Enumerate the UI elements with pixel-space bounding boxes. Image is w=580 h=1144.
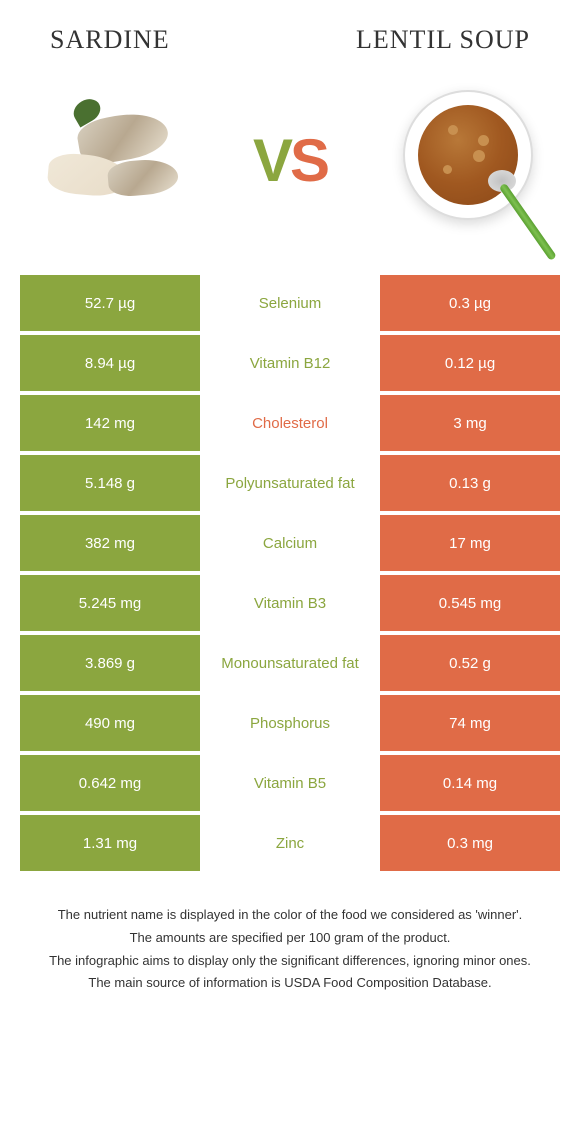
right-value: 0.545 mg [380,575,560,631]
right-value: 74 mg [380,695,560,751]
vs-label: VS [253,126,327,195]
left-value: 52.7 µg [20,275,200,331]
left-value: 5.245 mg [20,575,200,631]
left-value: 142 mg [20,395,200,451]
nutrient-table: 52.7 µgSelenium0.3 µg8.94 µgVitamin B120… [0,275,580,875]
table-row: 8.94 µgVitamin B120.12 µg [20,335,560,391]
right-value: 0.52 g [380,635,560,691]
nutrient-label: Zinc [200,815,380,871]
vs-v-letter: V [253,127,290,194]
table-row: 3.869 gMonounsaturated fat0.52 g [20,635,560,691]
left-value: 490 mg [20,695,200,751]
footer-line-3: The infographic aims to display only the… [35,951,545,972]
infographic-container: Sardine Lentil soup VS [0,0,580,1144]
nutrient-label: Vitamin B5 [200,755,380,811]
right-food-title: Lentil soup [356,25,530,55]
left-value: 0.642 mg [20,755,200,811]
table-row: 490 mgPhosphorus74 mg [20,695,560,751]
right-value: 0.3 mg [380,815,560,871]
left-value: 5.148 g [20,455,200,511]
nutrient-label: Vitamin B3 [200,575,380,631]
table-row: 52.7 µgSelenium0.3 µg [20,275,560,331]
nutrient-label: Calcium [200,515,380,571]
nutrient-label: Cholesterol [200,395,380,451]
right-value: 0.14 mg [380,755,560,811]
right-value: 0.3 µg [380,275,560,331]
right-value: 0.12 µg [380,335,560,391]
nutrient-label: Phosphorus [200,695,380,751]
table-row: 382 mgCalcium17 mg [20,515,560,571]
footer-notes: The nutrient name is displayed in the co… [0,875,580,1016]
left-food-title: Sardine [50,25,170,55]
footer-line-4: The main source of information is USDA F… [35,973,545,994]
table-row: 1.31 mgZinc0.3 mg [20,815,560,871]
header: Sardine Lentil soup [0,0,580,65]
left-value: 1.31 mg [20,815,200,871]
table-row: 142 mgCholesterol3 mg [20,395,560,451]
nutrient-label: Polyunsaturated fat [200,455,380,511]
lentil-soup-image [385,78,550,243]
vs-s-letter: S [290,127,327,194]
table-row: 0.642 mgVitamin B50.14 mg [20,755,560,811]
footer-line-1: The nutrient name is displayed in the co… [35,905,545,926]
left-value: 8.94 µg [20,335,200,391]
sardine-image [30,78,195,243]
left-value: 382 mg [20,515,200,571]
hero-row: VS [0,65,580,275]
nutrient-label: Vitamin B12 [200,335,380,391]
left-value: 3.869 g [20,635,200,691]
table-row: 5.148 gPolyunsaturated fat0.13 g [20,455,560,511]
nutrient-label: Monounsaturated fat [200,635,380,691]
footer-line-2: The amounts are specified per 100 gram o… [35,928,545,949]
right-value: 3 mg [380,395,560,451]
table-row: 5.245 mgVitamin B30.545 mg [20,575,560,631]
nutrient-label: Selenium [200,275,380,331]
right-value: 0.13 g [380,455,560,511]
right-value: 17 mg [380,515,560,571]
